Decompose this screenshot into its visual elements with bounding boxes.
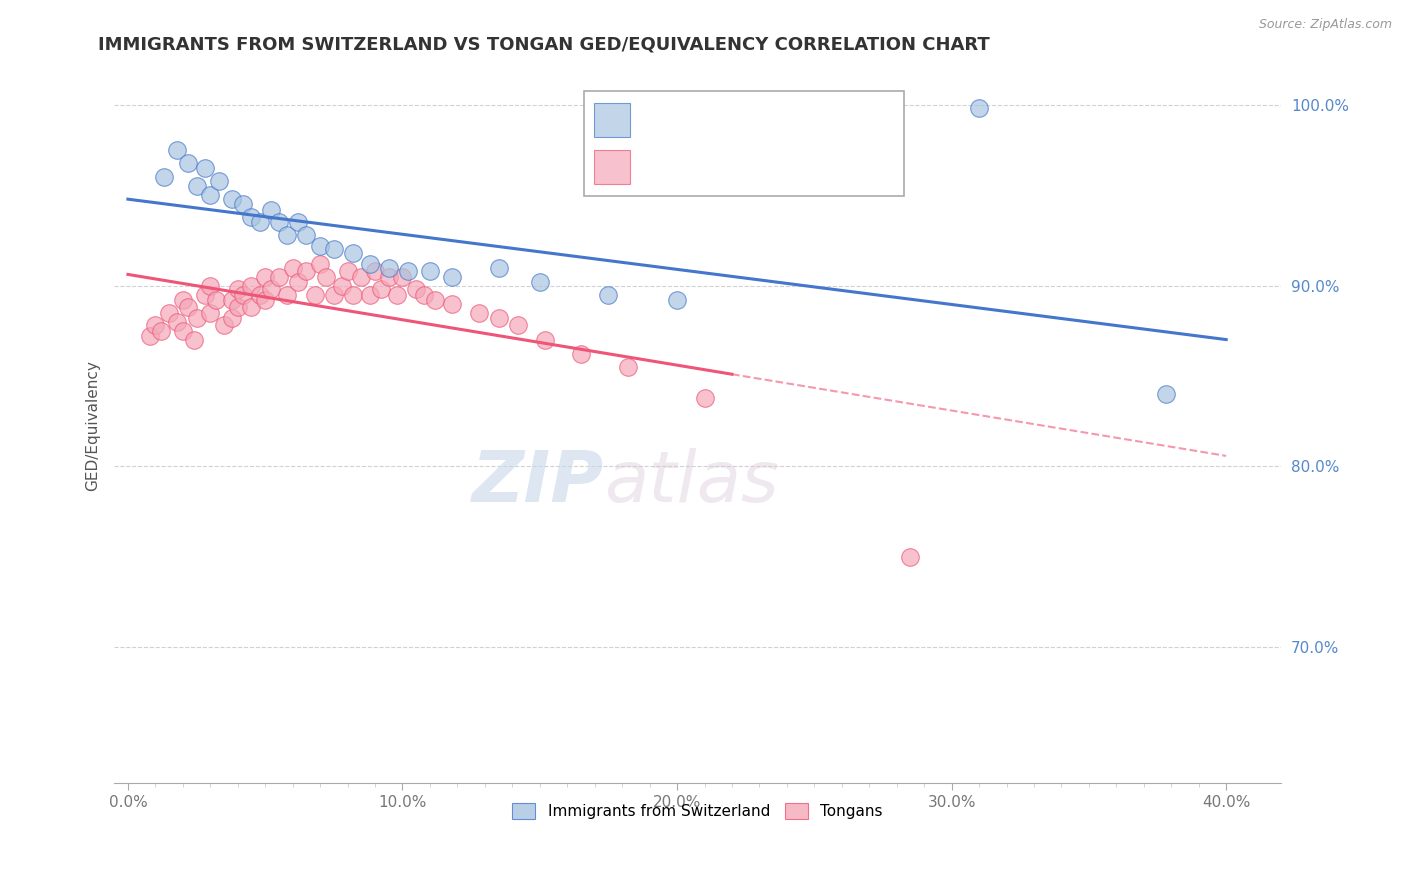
Point bbox=[260, 202, 283, 217]
Point bbox=[488, 311, 510, 326]
Point bbox=[534, 333, 557, 347]
Point bbox=[1154, 387, 1177, 401]
Point bbox=[391, 269, 413, 284]
Point bbox=[396, 264, 419, 278]
Point bbox=[172, 324, 194, 338]
Point bbox=[177, 301, 200, 315]
Point bbox=[232, 287, 254, 301]
Point bbox=[183, 333, 205, 347]
Point bbox=[221, 311, 243, 326]
Text: atlas: atlas bbox=[605, 449, 779, 517]
Point bbox=[488, 260, 510, 275]
Point bbox=[212, 318, 235, 333]
Point bbox=[200, 278, 222, 293]
Point bbox=[249, 287, 271, 301]
Point bbox=[172, 293, 194, 307]
Point bbox=[166, 315, 188, 329]
Point bbox=[377, 269, 399, 284]
Y-axis label: GED/Equivalency: GED/Equivalency bbox=[86, 360, 100, 491]
Point bbox=[529, 275, 551, 289]
Point bbox=[226, 301, 249, 315]
Point bbox=[405, 282, 427, 296]
Point bbox=[194, 161, 217, 175]
Point bbox=[149, 324, 172, 338]
Point bbox=[232, 197, 254, 211]
Point bbox=[221, 192, 243, 206]
Point bbox=[221, 293, 243, 307]
Text: Source: ZipAtlas.com: Source: ZipAtlas.com bbox=[1258, 18, 1392, 31]
Point bbox=[342, 246, 364, 260]
Point bbox=[157, 306, 180, 320]
Legend: Immigrants from Switzerland, Tongans: Immigrants from Switzerland, Tongans bbox=[506, 797, 889, 825]
Point bbox=[186, 179, 208, 194]
Point bbox=[385, 287, 408, 301]
Point bbox=[666, 293, 689, 307]
Point bbox=[900, 549, 922, 564]
Point bbox=[364, 264, 387, 278]
Point bbox=[309, 257, 332, 271]
Point bbox=[166, 143, 188, 157]
Point bbox=[342, 287, 364, 301]
Point bbox=[304, 287, 326, 301]
Point bbox=[419, 264, 441, 278]
Point bbox=[322, 243, 344, 257]
Point bbox=[413, 287, 436, 301]
Point bbox=[267, 215, 290, 229]
Point bbox=[330, 278, 353, 293]
Point bbox=[194, 287, 217, 301]
Point bbox=[598, 287, 620, 301]
Point bbox=[440, 296, 463, 310]
Point bbox=[276, 227, 298, 242]
Point bbox=[359, 257, 381, 271]
Point bbox=[200, 306, 222, 320]
Point bbox=[240, 210, 263, 224]
Point bbox=[287, 215, 309, 229]
Point bbox=[370, 282, 392, 296]
Point bbox=[152, 169, 174, 184]
Point bbox=[569, 347, 592, 361]
Point bbox=[468, 306, 491, 320]
Point bbox=[693, 391, 716, 405]
Point bbox=[616, 359, 638, 374]
Point bbox=[967, 101, 990, 115]
Point bbox=[177, 155, 200, 169]
Point bbox=[440, 269, 463, 284]
Point bbox=[145, 318, 167, 333]
Point bbox=[281, 260, 304, 275]
Point bbox=[425, 293, 447, 307]
Point bbox=[249, 215, 271, 229]
Point bbox=[200, 188, 222, 202]
Point bbox=[267, 269, 290, 284]
Point bbox=[506, 318, 529, 333]
Point bbox=[359, 287, 381, 301]
Point bbox=[295, 227, 318, 242]
Point bbox=[254, 293, 277, 307]
Point bbox=[186, 311, 208, 326]
Point bbox=[295, 264, 318, 278]
Point bbox=[336, 264, 359, 278]
Point bbox=[240, 301, 263, 315]
Point bbox=[315, 269, 337, 284]
Point bbox=[226, 282, 249, 296]
Text: ZIP: ZIP bbox=[472, 449, 605, 517]
Point bbox=[260, 282, 283, 296]
Point bbox=[204, 293, 226, 307]
Point bbox=[139, 329, 162, 343]
Point bbox=[377, 260, 399, 275]
Point bbox=[276, 287, 298, 301]
Point bbox=[309, 239, 332, 253]
Point bbox=[207, 174, 229, 188]
Point bbox=[287, 275, 309, 289]
Point bbox=[350, 269, 373, 284]
Text: IMMIGRANTS FROM SWITZERLAND VS TONGAN GED/EQUIVALENCY CORRELATION CHART: IMMIGRANTS FROM SWITZERLAND VS TONGAN GE… bbox=[98, 36, 990, 54]
Point bbox=[254, 269, 277, 284]
Point bbox=[240, 278, 263, 293]
Point bbox=[322, 287, 344, 301]
